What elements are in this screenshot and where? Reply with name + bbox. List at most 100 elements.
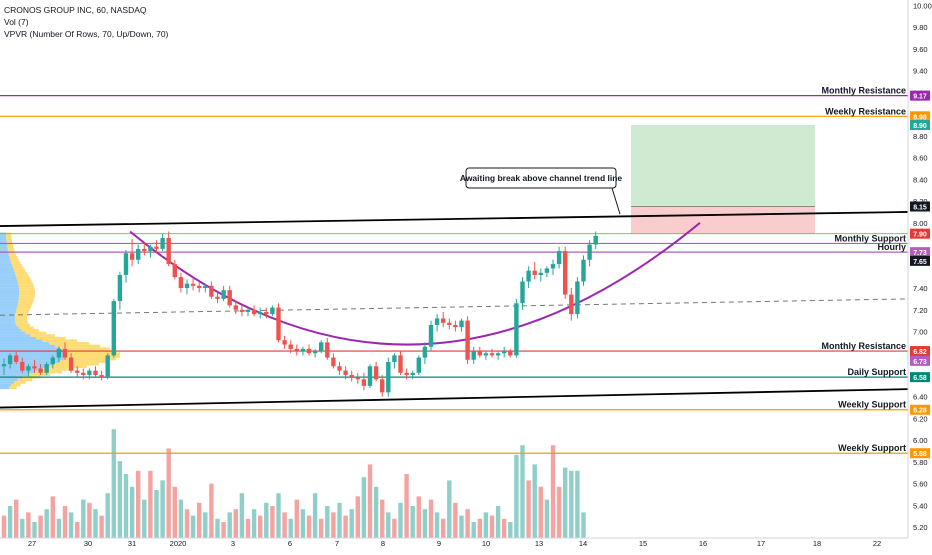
volume-bar [63,506,67,538]
candle-body [581,260,585,282]
volume-bar [447,480,451,538]
candle-body [569,295,573,315]
candle-body [447,323,451,325]
volume-bar [337,503,341,538]
symbol-line[interactable]: CRONOS GROUP INC, 60, NASDAQ [4,4,168,16]
volume-bar [191,516,195,538]
vpvr-bar [0,379,18,382]
candle-body [106,355,110,377]
candle-body [557,251,561,264]
volume-bar [411,506,415,538]
volume-bar [270,506,274,538]
y-tick-label: 6.20 [913,414,928,423]
candle-body [313,351,317,353]
volume-bar [75,522,79,538]
vpvr-bar [14,381,25,384]
volume-bar [453,503,457,538]
volume-bar [142,500,146,538]
volume-profile-group [0,233,120,390]
vpvr-bar [0,259,10,262]
volume-bar [81,500,85,538]
vpvr-bar [0,290,19,293]
candle-body [343,371,347,375]
vpvr-bar [48,366,87,369]
price-label: 6.28 [913,408,927,415]
volume-bar [575,471,579,538]
candle-body [392,355,396,362]
candle-body [307,349,311,353]
candle-body [51,358,55,365]
volume-bar [478,519,482,538]
volume-bar [325,506,329,538]
volume-bar [423,509,427,538]
volume-bar [581,512,585,538]
annotation-group: Awaiting break above channel trend line [460,168,623,214]
volume-bar [551,445,555,538]
vpvr-bar [6,238,11,241]
price-label: 7.65 [913,259,927,266]
vol-indicator-line[interactable]: Vol (7) [4,16,168,28]
volume-bar [240,493,244,538]
volume-bar [295,500,299,538]
candle-body [301,349,305,351]
vpvr-indicator-line[interactable]: VPVR (Number Of Rows, 70, Up/Down, 70) [4,28,168,40]
candle-body [411,373,415,375]
candle-body [234,305,238,309]
candle-body [75,371,79,373]
vpvr-bar [0,381,14,384]
y-axis-bg [908,0,932,550]
vpvr-bar [42,339,77,342]
x-tick-label: 3 [231,539,235,548]
y-tick-label: 5.20 [913,523,928,532]
x-tick-label: 6 [288,539,292,548]
vpvr-bar [0,319,15,322]
level-label: Weekly Resistance [825,106,906,116]
annotation-pointer [612,188,620,214]
candle-body [258,312,262,314]
x-tick-label: 8 [381,539,385,548]
vpvr-bar [19,293,35,296]
vpvr-bar [17,277,31,280]
x-tick-label: 13 [535,539,543,548]
candle-body [240,310,244,312]
y-tick-label: 9.80 [913,23,928,32]
volume-bar [136,471,140,538]
volume-bar [112,429,116,538]
candle-body [136,249,140,260]
y-tick-label: 5.80 [913,458,928,467]
candle-body [533,271,537,275]
price-label: 6.73 [913,359,927,366]
vpvr-bar [21,329,39,332]
volume-bars-group [2,429,586,538]
candle-body [435,318,439,325]
candle-body [252,310,256,314]
y-tick-label: 7.20 [913,306,928,315]
vpvr-bar [36,337,66,340]
volume-bar [228,512,232,538]
volume-bar [319,519,323,538]
vpvr-bar [10,259,18,262]
vpvr-bar [0,339,42,342]
volume-bar [356,496,360,538]
vpvr-bar [0,308,16,311]
vpvr-bar [0,371,34,374]
vpvr-bar [16,311,29,314]
y-tick-label: 9.60 [913,45,928,54]
candle-body [350,375,354,377]
volume-bar [154,490,158,538]
price-label: 5.88 [913,451,927,458]
price-label: 6.82 [913,349,927,356]
candle-body [160,238,164,249]
vpvr-bar [19,285,34,288]
candle-body [356,377,360,379]
vpvr-bar [18,300,33,303]
volume-bar [331,512,335,538]
volume-bar [99,516,103,538]
volume-bar [185,509,189,538]
candle-body [215,297,219,299]
vpvr-bar [14,269,25,272]
vpvr-bar [10,256,18,259]
candle-body [63,349,67,358]
candle-body [337,366,341,370]
